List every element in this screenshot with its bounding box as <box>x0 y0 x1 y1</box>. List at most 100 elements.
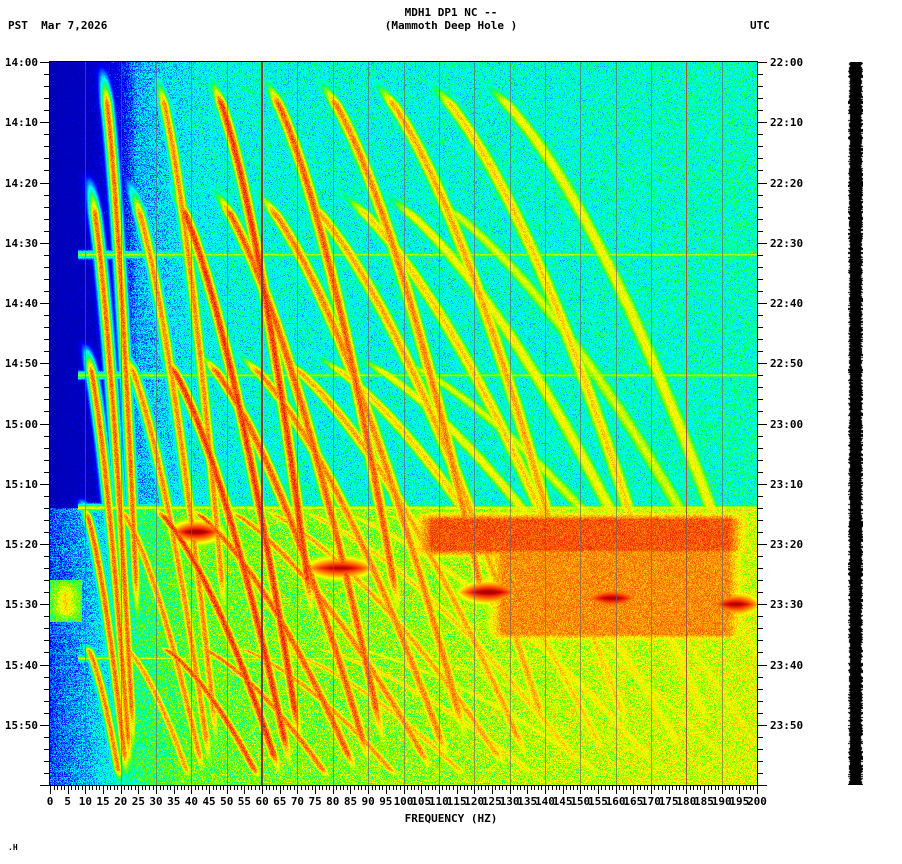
tick-right <box>757 183 767 184</box>
tick-bottom <box>266 785 267 790</box>
tick-right <box>757 231 763 232</box>
tick-bottom <box>697 785 698 790</box>
tick-bottom <box>340 785 341 790</box>
tick-bottom <box>262 785 263 794</box>
tick-bottom <box>488 785 489 790</box>
tick-bottom <box>336 785 337 790</box>
tick-bottom <box>117 785 118 790</box>
frequency-label: 100 <box>393 795 414 808</box>
tick-bottom <box>326 785 327 790</box>
tick-right <box>757 86 763 87</box>
frequency-label: 90 <box>361 795 375 808</box>
tick-bottom <box>541 785 542 790</box>
frequency-label: 30 <box>149 795 163 808</box>
tick-left <box>44 496 50 497</box>
tick-right <box>757 520 763 521</box>
tick-right <box>757 62 767 63</box>
tick-left <box>44 146 50 147</box>
tick-right <box>757 508 763 509</box>
tick-bottom <box>531 785 532 790</box>
tick-right <box>757 291 763 292</box>
tick-right <box>757 640 763 641</box>
frequency-label: 185 <box>694 795 714 808</box>
tick-right <box>757 713 763 714</box>
tick-bottom <box>700 785 701 790</box>
tick-bottom <box>216 785 217 790</box>
tick-bottom <box>679 785 680 790</box>
tick-bottom <box>322 785 323 790</box>
tick-bottom <box>510 785 511 794</box>
tick-bottom <box>601 785 602 790</box>
frequency-label: 40 <box>184 795 199 808</box>
tick-bottom <box>566 785 567 790</box>
tick-left <box>40 62 50 63</box>
tick-left <box>44 628 50 629</box>
tick-left <box>44 339 50 340</box>
tick-bottom <box>209 785 210 794</box>
tick-bottom <box>683 785 684 790</box>
tick-bottom <box>460 785 461 790</box>
tick-left <box>44 689 50 690</box>
tick-bottom <box>729 785 730 790</box>
tick-bottom <box>612 785 613 790</box>
tick-bottom <box>651 785 652 794</box>
tick-bottom <box>676 785 677 790</box>
spectrogram-canvas[interactable] <box>50 62 757 785</box>
tick-bottom <box>545 785 546 794</box>
tick-right <box>757 158 763 159</box>
frequency-label: 170 <box>641 795 661 808</box>
spectrogram-plot[interactable] <box>50 62 757 785</box>
frequency-label: 125 <box>481 795 502 808</box>
tick-right <box>757 701 763 702</box>
tick-right <box>757 351 763 352</box>
tick-right <box>757 207 763 208</box>
tick-right <box>757 737 763 738</box>
tick-left <box>44 399 50 400</box>
tick-bottom <box>99 785 100 790</box>
tick-right <box>757 761 763 762</box>
tick-bottom <box>626 785 627 790</box>
tick-bottom <box>280 785 281 794</box>
tick-left <box>44 375 50 376</box>
tick-left <box>44 291 50 292</box>
tick-bottom <box>227 785 228 794</box>
tick-bottom <box>474 785 475 794</box>
tick-bottom <box>220 785 221 790</box>
tick-bottom <box>181 785 182 790</box>
tick-bottom <box>495 785 496 790</box>
tick-left <box>44 231 50 232</box>
tick-bottom <box>188 785 189 790</box>
tick-bottom <box>248 785 249 790</box>
tick-right <box>757 134 763 135</box>
tick-bottom <box>718 785 719 790</box>
tick-bottom <box>202 785 203 790</box>
tick-bottom <box>623 785 624 790</box>
tick-bottom <box>616 785 617 794</box>
tick-bottom <box>191 785 192 794</box>
tick-bottom <box>633 785 634 794</box>
tick-bottom <box>672 785 673 790</box>
tick-bottom <box>559 785 560 790</box>
tick-bottom <box>237 785 238 790</box>
tick-bottom <box>457 785 458 794</box>
tick-bottom <box>89 785 90 790</box>
tick-bottom <box>580 785 581 794</box>
tick-bottom <box>177 785 178 790</box>
tick-bottom <box>400 785 401 790</box>
tick-left <box>44 74 50 75</box>
frequency-label: 115 <box>446 795 467 808</box>
tick-bottom <box>598 785 599 794</box>
tick-bottom <box>686 785 687 794</box>
tick-left <box>44 592 50 593</box>
tick-bottom <box>145 785 146 790</box>
tick-bottom <box>269 785 270 790</box>
tick-left <box>40 183 50 184</box>
tick-bottom <box>619 785 620 790</box>
time-label-utc: 23:00 <box>770 417 804 431</box>
tick-bottom <box>538 785 539 790</box>
tick-right <box>757 363 767 364</box>
tick-left <box>44 640 50 641</box>
tick-left <box>44 315 50 316</box>
tick-bottom <box>584 785 585 790</box>
tick-bottom <box>481 785 482 790</box>
